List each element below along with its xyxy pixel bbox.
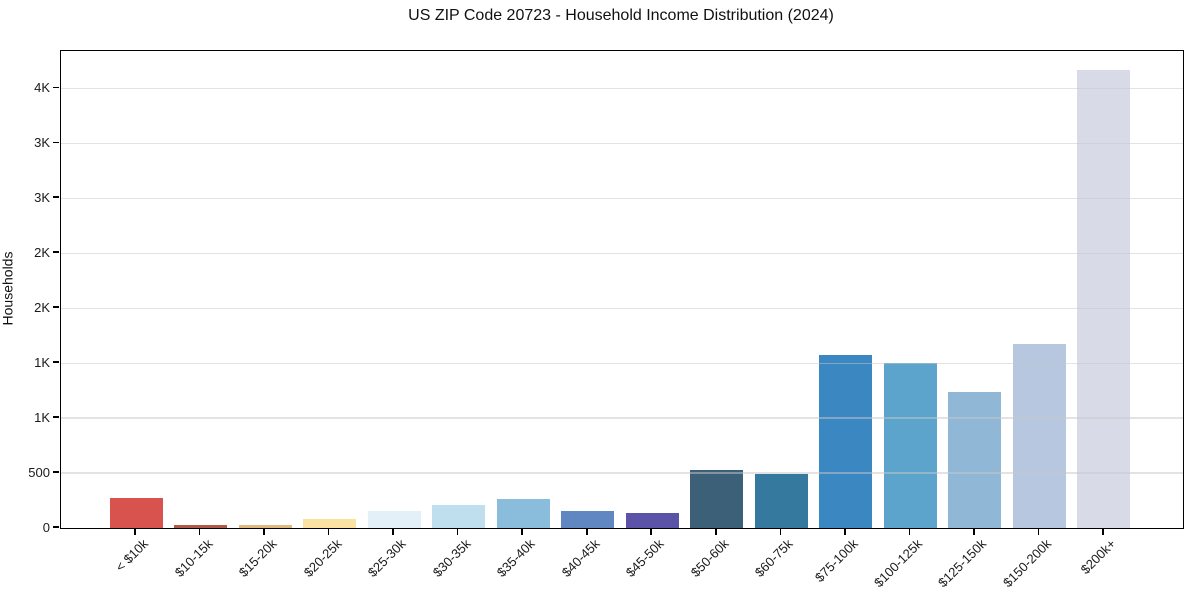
y-tick-label: 4K xyxy=(34,79,50,95)
y-tick-mark xyxy=(52,251,59,254)
bar xyxy=(174,524,228,528)
x-tick-mark xyxy=(327,528,330,535)
y-tick-mark xyxy=(52,361,59,363)
x-tick-mark xyxy=(134,528,136,535)
x-tick-mark xyxy=(1037,528,1040,535)
bar xyxy=(883,363,937,528)
x-tick-label: $200k+ xyxy=(1077,536,1119,578)
x-tick-mark xyxy=(779,528,782,535)
gridline xyxy=(61,417,1183,419)
bar xyxy=(754,473,808,528)
x-tick-label: < $10k xyxy=(112,536,151,575)
x-tick-mark xyxy=(650,528,653,535)
gridline xyxy=(61,142,1183,144)
x-tick-mark xyxy=(908,528,911,535)
x-tick-mark xyxy=(198,528,201,535)
bar xyxy=(367,510,421,528)
bar xyxy=(690,470,744,528)
x-tick-mark xyxy=(456,528,459,535)
bar xyxy=(819,355,873,528)
bar xyxy=(1012,344,1066,528)
bar xyxy=(238,525,292,528)
x-axis: < $10k $10-15k $15-20k $20-25k $25-30k $30-35… xyxy=(60,527,1182,590)
y-tick-label: 2K xyxy=(34,299,50,315)
y-tick-mark xyxy=(52,86,59,89)
y-axis: 0 500 1K 1K 2K 2K 3K 3K 4K xyxy=(0,50,50,535)
x-tick-label: $40-45k xyxy=(558,536,603,580)
gridline xyxy=(61,307,1183,309)
x-tick-label: $50-60k xyxy=(687,536,732,580)
x-tick-label: $15-20k xyxy=(235,536,280,580)
bar xyxy=(303,519,357,528)
y-tick-mark xyxy=(52,141,59,144)
y-tick-mark xyxy=(52,196,59,199)
x-tick-mark xyxy=(521,528,523,535)
x-tick-label: $10-15k xyxy=(171,536,216,580)
x-tick-label: $20-25k xyxy=(300,536,345,580)
y-tick-mark xyxy=(52,306,59,308)
bar xyxy=(1077,69,1131,528)
y-tick-label: 3K xyxy=(34,134,50,150)
gridline xyxy=(61,472,1183,474)
bar xyxy=(432,504,486,528)
x-tick-label: $75-100k xyxy=(811,536,861,585)
gridline xyxy=(61,87,1183,89)
y-tick-label: 3K xyxy=(34,189,50,205)
x-tick-mark xyxy=(263,528,265,535)
x-tick-label: $45-50k xyxy=(623,536,667,580)
x-tick-label: $30-35k xyxy=(429,536,474,580)
y-tick-mark xyxy=(52,416,59,418)
x-tick-label: $60-75k xyxy=(752,536,796,580)
y-tick-label: 2K xyxy=(34,244,50,260)
gridline xyxy=(61,252,1183,254)
y-tick-label: 1K xyxy=(34,354,50,370)
x-tick-mark xyxy=(585,528,588,535)
y-tick-label: 500 xyxy=(28,464,50,480)
x-tick-label: $35-40k xyxy=(493,536,538,580)
gridline xyxy=(61,362,1183,364)
bar xyxy=(109,498,163,528)
chart-title: US ZIP Code 20723 - Household Income Dis… xyxy=(408,7,834,24)
x-tick-label: $25-30k xyxy=(364,536,409,580)
x-tick-mark xyxy=(714,528,717,535)
x-tick-label: $150-200k xyxy=(999,536,1055,590)
bar xyxy=(561,510,615,528)
x-tick-mark xyxy=(844,528,846,535)
bar xyxy=(625,512,679,528)
y-tick-label: 0 xyxy=(42,519,50,535)
x-tick-label: $100-125k xyxy=(870,536,925,590)
gridline xyxy=(61,197,1183,199)
y-tick-label: 1K xyxy=(34,409,50,425)
plot-area xyxy=(60,50,1184,529)
x-tick-mark xyxy=(1102,528,1104,535)
bar xyxy=(496,499,550,528)
bar xyxy=(948,391,1002,528)
y-tick-mark xyxy=(52,526,59,528)
x-tick-mark xyxy=(973,528,975,535)
x-tick-mark xyxy=(392,528,394,535)
x-tick-label: $125-150k xyxy=(935,536,990,590)
y-tick-mark xyxy=(52,471,59,473)
